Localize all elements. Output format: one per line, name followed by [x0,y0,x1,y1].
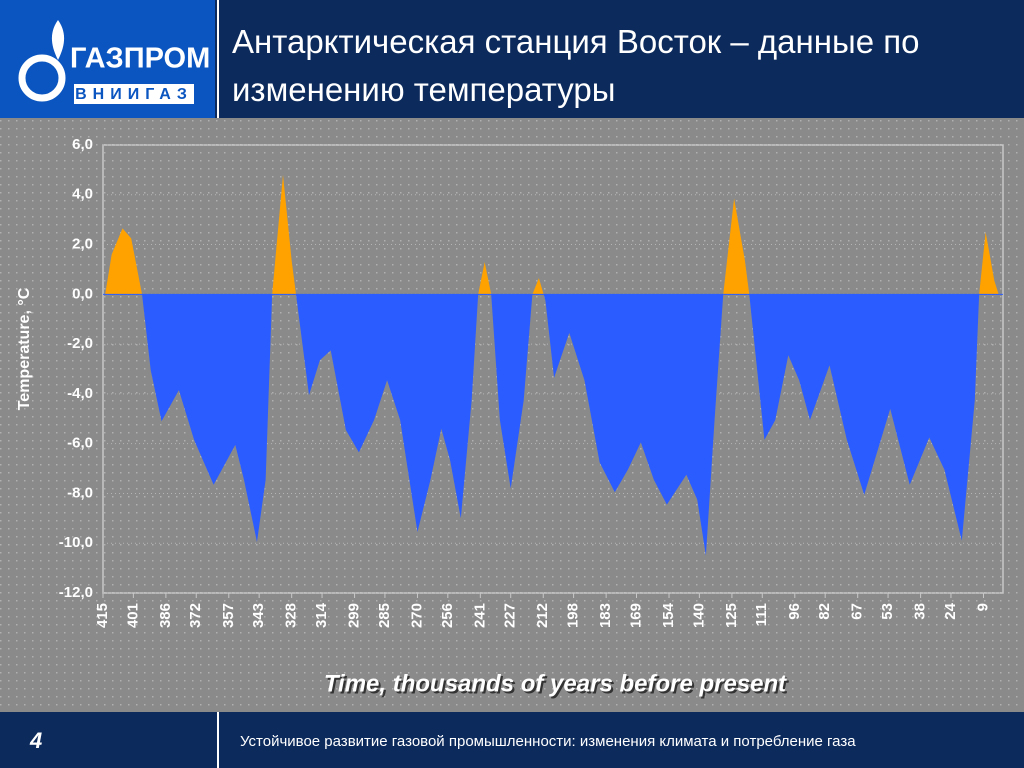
x-tick-label: 270 [408,603,425,628]
y-tick-label: 0,0 [72,285,93,302]
y-tick-label: -4,0 [67,385,93,402]
x-tick-label: 372 [187,603,204,628]
footer-bar [0,712,1024,768]
y-tick-label: -10,0 [59,534,93,551]
x-tick-label: 96 [786,603,803,620]
plot-area [102,144,1004,594]
x-tick-label: 227 [502,603,519,628]
x-tick-label: 169 [627,603,644,628]
x-tick-label: 256 [439,603,456,628]
x-tick-label: 415 [94,603,111,628]
logo-flame [51,20,65,60]
x-tick-label: 386 [157,603,174,628]
logo-mark [18,54,66,102]
x-axis-label-shadow: Time, thousands of years before present [326,672,789,699]
logo-text: ГАЗПРОМ [70,43,210,75]
y-tick-label: -2,0 [67,335,93,352]
x-tick-label: 67 [849,603,866,620]
footer-text: Устойчивое развитие газовой промышленнос… [240,733,856,750]
x-tick-label: 111 [753,603,770,626]
x-tick-label: 125 [723,603,740,628]
x-tick-label: 183 [597,603,614,628]
x-tick-label: 9 [974,603,991,611]
x-tick-label: 299 [346,603,363,628]
x-tick-label: 357 [220,603,237,628]
logo-sub-text: ВНИИГАЗ [75,86,193,103]
y-tick-label: 6,0 [72,136,93,153]
plot: -12,0 -10,0 -8,0 -6,0 -4,0 -2,0 0,0 2,0 4,0 6,0 41… [16,136,1004,699]
x-tick-label: 241 [471,603,488,628]
x-tick-label: 38 [912,603,929,620]
y-tick-label: 4,0 [72,186,93,203]
logo-sub-box [74,84,194,104]
footer-divider [217,712,219,768]
x-tick-label: 285 [376,603,393,628]
y-tick-label: 2,0 [72,236,93,253]
page-number: 4 [29,728,42,753]
x-tick-label: 314 [313,602,330,628]
x-tick-label: 24 [942,602,959,619]
y-tick-label: -12,0 [59,584,93,601]
x-tick-label: 53 [879,603,896,620]
x-axis-label: Time, thousands of years before present [324,670,787,697]
x-tick-label: 140 [690,603,707,628]
y-tick-label: -6,0 [67,435,93,452]
x-tick-label: 328 [283,603,300,628]
x-tick-label: 343 [250,603,267,628]
x-tick-label: 82 [816,603,833,620]
x-tick-label: 401 [124,603,141,628]
y-axis-label: Temperature, °C [16,287,33,410]
y-tick-label: -8,0 [67,484,93,501]
slide-title: Антарктическая станция Восток – данные п… [232,23,920,108]
x-tick-label: 198 [565,603,582,628]
x-tick-label: 212 [534,603,551,628]
header-divider [217,0,219,118]
x-tick-label: 154 [660,602,677,628]
temperature-area [105,174,999,556]
